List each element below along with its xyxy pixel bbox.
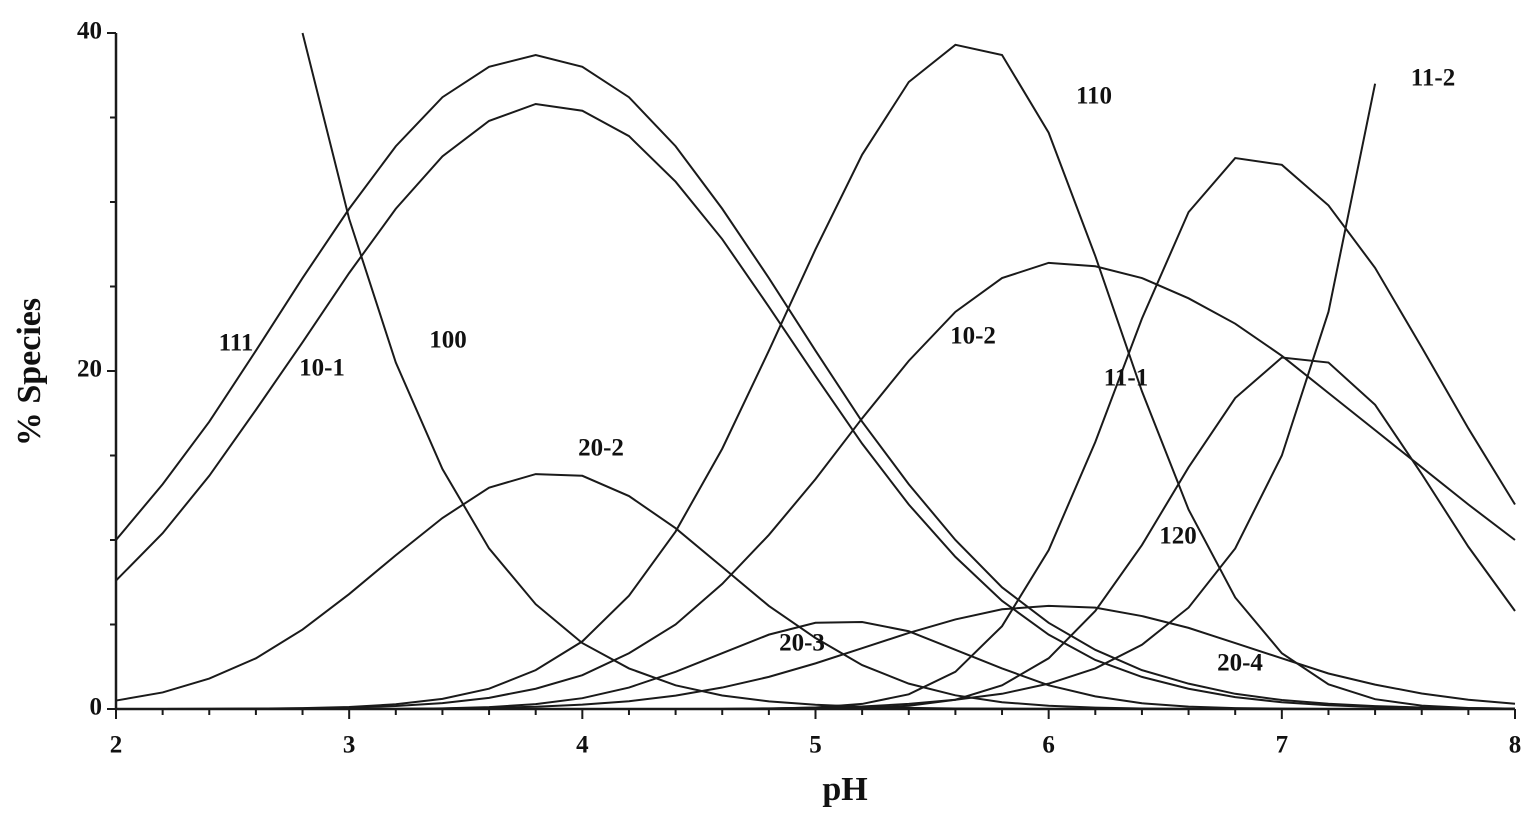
x-tick-label: 5 xyxy=(809,732,822,759)
species-curve xyxy=(116,261,1516,710)
curve-label: 120 xyxy=(1159,523,1197,550)
x-tick-label: 4 xyxy=(576,732,589,759)
curve-label: 20-2 xyxy=(578,435,624,462)
x-tick-label: 8 xyxy=(1509,732,1522,759)
curve-label: 20-4 xyxy=(1217,650,1263,677)
x-tick-label: 2 xyxy=(110,732,123,759)
y-tick-label: 0 xyxy=(90,694,103,721)
species-curve xyxy=(116,604,1516,710)
species-curve xyxy=(115,102,1516,710)
curve-label: 110 xyxy=(1076,83,1112,110)
species-curve xyxy=(301,32,1515,710)
curve-label: 100 xyxy=(429,327,467,354)
x-tick-label: 6 xyxy=(1042,732,1055,759)
x-tick-label: 7 xyxy=(1276,732,1289,759)
curve-label: 111 xyxy=(219,330,254,357)
y-tick-label: 20 xyxy=(77,356,102,383)
species-curve xyxy=(115,53,1516,710)
species-curve xyxy=(115,473,1515,710)
curve-label: 20-3 xyxy=(779,630,825,657)
curve-label: 11-1 xyxy=(1104,365,1148,392)
y-axis-title: % Species xyxy=(11,298,48,446)
x-axis-title: pH xyxy=(822,771,867,808)
curve-label: 10-2 xyxy=(950,323,996,350)
y-tick-label: 40 xyxy=(77,18,102,45)
species-curve xyxy=(116,156,1516,710)
curve-label: 11-2 xyxy=(1411,65,1455,92)
x-tick-label: 3 xyxy=(343,732,356,759)
curve-label: 10-1 xyxy=(299,355,345,382)
species-curve xyxy=(116,83,1377,710)
